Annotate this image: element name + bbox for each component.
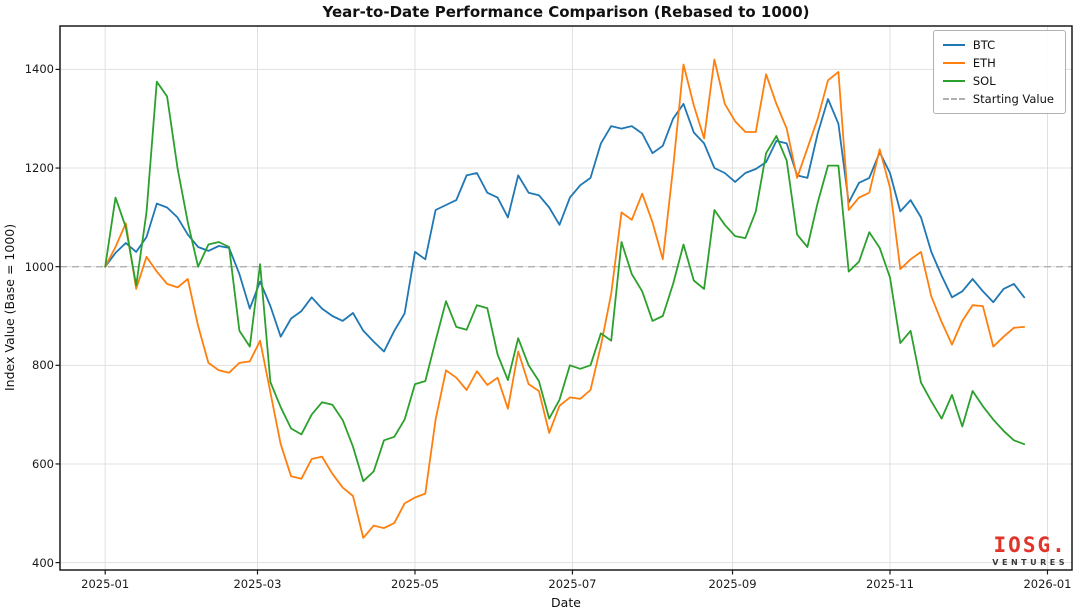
x-axis-label: Date (551, 595, 581, 610)
x-tick-label: 2025-11 (865, 577, 915, 591)
legend-item-starting-value: Starting Value (942, 92, 1054, 106)
logo-subtitle: VENTURES (992, 558, 1068, 567)
btc-line-swatch-icon (942, 44, 965, 46)
iosg-ventures-logo: IOSG. VENTURES (992, 535, 1068, 567)
y-tick-label: 1200 (24, 161, 54, 176)
legend-item-eth: ETH (942, 56, 1054, 70)
x-tick-label: 2025-09 (708, 577, 757, 591)
x-tick-label: 2025-07 (548, 577, 597, 591)
legend-item-btc: BTC (942, 38, 1054, 52)
legend-label-btc: BTC (972, 38, 996, 52)
y-tick-label: 400 (32, 555, 54, 570)
eth-line (104, 58, 1026, 539)
legend-label-eth: ETH (972, 56, 996, 70)
x-tick-label: 2025-01 (81, 577, 130, 591)
x-tick-label: 2025-05 (390, 577, 439, 591)
legend-label-sol: SOL (972, 74, 996, 88)
legend: BTC ETH SOL Starting Value (932, 30, 1066, 114)
chart-title: Year-to-Date Performance Comparison (Reb… (322, 3, 810, 21)
sol-line (104, 80, 1026, 483)
legend-item-sol: SOL (942, 74, 1054, 88)
y-axis-label: Index Value (Base = 1000) (2, 223, 17, 392)
x-tick-label: 2025-03 (233, 577, 282, 591)
legend-label-starting-value: Starting Value (972, 92, 1054, 106)
sol-line-swatch-icon (942, 80, 965, 82)
y-tick-label: 600 (32, 456, 54, 471)
eth-line-swatch-icon (942, 62, 965, 64)
x-tick-label: 2026-01 (1023, 577, 1072, 591)
btc-line (104, 98, 1026, 353)
y-tick-label: 1000 (24, 259, 54, 274)
y-tick-label: 1400 (24, 62, 54, 77)
y-tick-label: 800 (32, 358, 54, 373)
starting-value-dashed-swatch-icon (942, 98, 965, 100)
axes-spines (59, 25, 1073, 571)
logo-wordmark: IOSG. (993, 533, 1067, 557)
